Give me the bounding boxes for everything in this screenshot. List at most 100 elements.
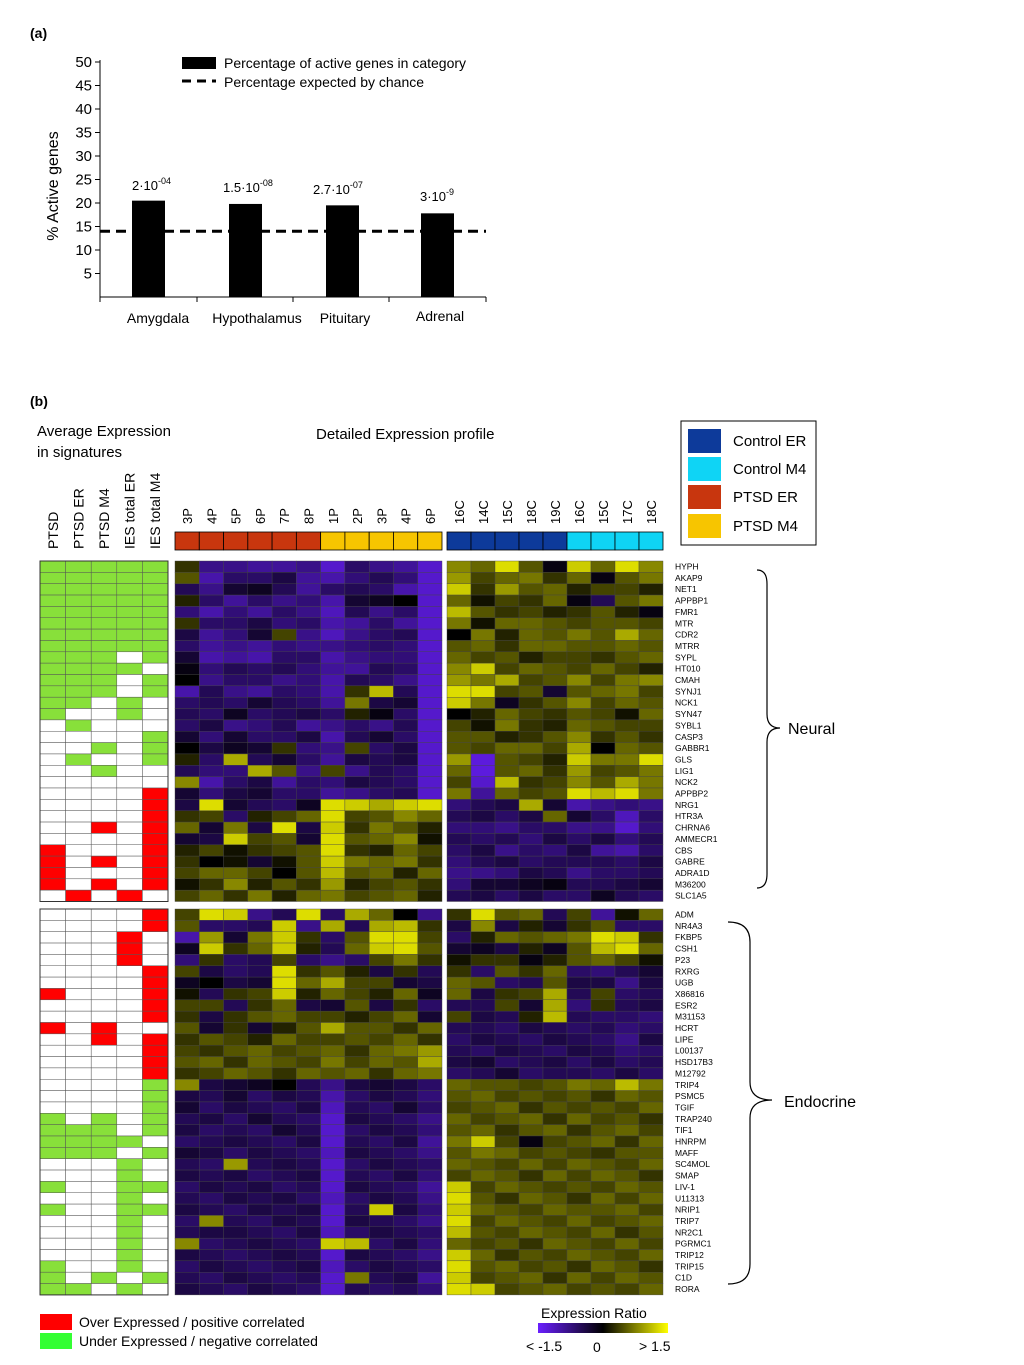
heatmap-cell	[417, 799, 443, 811]
gene-label: ADRA1D	[675, 868, 709, 878]
signature-cell	[90, 833, 118, 846]
heatmap-cell	[223, 1101, 249, 1114]
heatmap-cell	[638, 942, 664, 955]
signature-cell	[116, 855, 143, 868]
heatmap-cell	[320, 878, 346, 891]
heatmap-cell	[518, 685, 544, 698]
heatmap-cell	[446, 719, 472, 732]
heatmap-cell	[518, 965, 544, 978]
signature-cell	[65, 1056, 92, 1069]
heatmap-cell	[393, 662, 418, 675]
expression-heatmap	[174, 560, 664, 1296]
heatmap-cell	[393, 867, 418, 880]
heatmap-cell	[247, 889, 273, 902]
signature-cell	[65, 617, 92, 630]
signature-cell	[142, 976, 169, 989]
heatmap-cell	[446, 821, 472, 834]
heatmap-cell	[590, 1203, 616, 1216]
signature-cell	[142, 810, 169, 823]
heatmap-cell	[417, 942, 443, 955]
heatmap-cell	[368, 1158, 394, 1171]
heatmap-cell	[518, 1203, 544, 1216]
heatmap-cell	[470, 708, 496, 721]
heatmap-cell	[174, 1237, 200, 1250]
sample-group-cell	[494, 531, 520, 551]
gene-label: SLC1A5	[675, 891, 707, 901]
signature-cell	[142, 833, 169, 846]
heatmap-cell	[199, 810, 224, 823]
heatmap-cell	[247, 1033, 273, 1046]
heatmap-cell	[494, 1215, 520, 1227]
heatmap-cell	[223, 931, 249, 944]
heatmap-cell	[271, 594, 297, 607]
heatmap-cell	[320, 1147, 346, 1159]
heatmap-cell	[518, 954, 544, 966]
heatmap-cell	[590, 753, 616, 766]
heatmap-cell	[320, 1192, 346, 1205]
signature-cell	[142, 821, 169, 834]
heatmap-cell	[223, 719, 249, 732]
signature-cell	[142, 606, 169, 619]
heatmap-cell	[614, 753, 640, 766]
heatmap-cell	[247, 583, 273, 596]
heatmap-cell	[296, 954, 321, 966]
heatmap-cell	[223, 1237, 249, 1250]
heatmap-cell	[271, 844, 297, 857]
heatmap-cell	[590, 976, 616, 989]
heatmap-cell	[320, 572, 346, 584]
heatmap-cell	[368, 651, 394, 664]
heatmap-cell	[271, 708, 297, 721]
heatmap-cell	[223, 765, 249, 777]
heatmap-cell	[446, 1283, 472, 1296]
heatmap-cell	[417, 999, 443, 1012]
heatmap-cell	[494, 821, 520, 834]
y-tick-label: 45	[75, 78, 92, 95]
heatmap-cell	[470, 821, 496, 834]
heatmap-cell	[542, 1283, 568, 1296]
heatmap-cell	[368, 833, 394, 845]
heatmap-cell	[518, 942, 544, 955]
heatmap-cell	[518, 628, 544, 641]
heatmap-cell	[446, 1067, 472, 1080]
signature-cell	[142, 651, 169, 664]
heatmap-cell	[174, 1169, 200, 1182]
heatmap-cell	[393, 685, 418, 698]
heatmap-cell	[320, 799, 346, 811]
signature-cell	[65, 1260, 92, 1273]
heatmap-cell	[344, 1260, 370, 1273]
heatmap-cell	[320, 685, 346, 698]
heatmap-cell	[417, 753, 443, 766]
heatmap-cell	[518, 1079, 544, 1091]
signature-cell	[65, 999, 92, 1012]
signature-cell	[142, 1215, 169, 1228]
heatmap-cell	[368, 1283, 394, 1296]
heatmap-cell	[542, 810, 568, 823]
heatmap-cell	[296, 765, 321, 777]
heatmap-cell	[344, 1158, 370, 1171]
heatmap-cell	[320, 1124, 346, 1137]
heatmap-cell	[494, 1101, 520, 1114]
heatmap-cell	[542, 583, 568, 596]
heatmap-cell	[470, 1215, 496, 1227]
heatmap-cell	[393, 908, 418, 921]
heatmap-cell	[470, 776, 496, 789]
heatmap-cell	[638, 1260, 664, 1273]
heatmap-cell	[470, 583, 496, 596]
heatmap-cell	[344, 640, 370, 653]
heatmap-cell	[590, 889, 616, 902]
heatmap-cell	[446, 662, 472, 675]
heatmap-cell	[296, 1260, 321, 1273]
heatmap-cell	[174, 1271, 200, 1284]
heatmap-cell	[393, 1067, 418, 1080]
heatmap-cell	[271, 1260, 297, 1273]
heatmap-cell	[518, 1101, 544, 1114]
signature-cell	[90, 1260, 118, 1273]
signature-legend-label: Over Expressed / positive correlated	[79, 1314, 305, 1330]
heatmap-cell	[494, 697, 520, 709]
endocrine-label: Endocrine	[784, 1094, 856, 1111]
heatmap-cell	[566, 1271, 592, 1284]
signature-column-headers: PTSD PTSD ER PTSD M4 IES total ER IES total …	[45, 473, 163, 549]
heatmap-cell	[542, 787, 568, 800]
heatmap-cell	[566, 855, 592, 868]
